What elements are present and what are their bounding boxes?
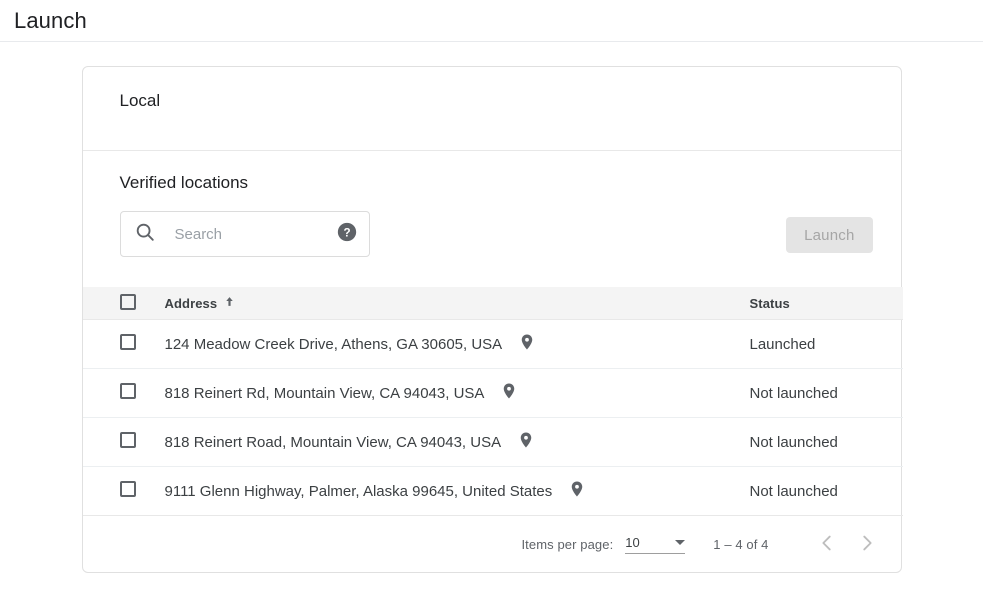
- card-header-title: Local: [119, 91, 161, 110]
- arrow-up-icon: [223, 295, 236, 311]
- row-checkbox[interactable]: [119, 432, 136, 448]
- status-header: Status: [749, 287, 903, 320]
- next-page-button[interactable]: [847, 524, 887, 564]
- row-address-cell: 124 Meadow Creek Drive, Athens, GA 30605…: [164, 319, 750, 369]
- row-address-text: 818 Reinert Rd, Mountain View, CA 94043,…: [164, 384, 485, 402]
- chevron-left-icon: [816, 532, 838, 557]
- location-pin-icon[interactable]: [568, 480, 586, 502]
- row-select-cell: [82, 368, 165, 418]
- items-per-page-value: 10: [625, 534, 640, 550]
- locations-table-wrap: Address Status: [82, 287, 903, 516]
- controls-row: ? Launch: [119, 211, 873, 257]
- chevron-down-icon: [675, 539, 686, 545]
- select-all-checkbox[interactable]: [119, 293, 136, 310]
- table-row[interactable]: 818 Reinert Road, Mountain View, CA 9404…: [82, 417, 903, 467]
- table-head: Address Status: [82, 287, 903, 320]
- previous-page-button[interactable]: [807, 524, 847, 564]
- row-select-cell: [82, 319, 165, 369]
- row-status-cell: Not launched: [749, 368, 903, 418]
- row-select-cell: [82, 466, 165, 516]
- table-body: 124 Meadow Creek Drive, Athens, GA 30605…: [82, 319, 903, 516]
- table-row[interactable]: 124 Meadow Creek Drive, Athens, GA 30605…: [82, 319, 903, 369]
- svg-text:?: ?: [343, 226, 350, 239]
- page-title: Launch: [14, 7, 87, 33]
- address-header-label: Address: [164, 295, 218, 311]
- select-all-header: [82, 287, 165, 320]
- chevron-right-icon: [856, 532, 878, 557]
- section-title: Verified locations: [119, 173, 249, 192]
- row-address-text: 818 Reinert Road, Mountain View, CA 9404…: [164, 433, 502, 451]
- row-address-text: 124 Meadow Creek Drive, Athens, GA 30605…: [164, 335, 503, 353]
- location-pin-icon[interactable]: [517, 431, 535, 453]
- help-icon[interactable]: ?: [337, 222, 357, 247]
- locations-table: Address Status: [82, 287, 903, 516]
- page-range-label: 1 – 4 of 4: [713, 536, 769, 552]
- launch-button[interactable]: Launch: [786, 217, 873, 253]
- row-select-cell: [82, 417, 165, 467]
- search-field[interactable]: ?: [119, 211, 370, 257]
- row-status-cell: Not launched: [749, 466, 903, 516]
- table-row[interactable]: 818 Reinert Rd, Mountain View, CA 94043,…: [82, 368, 903, 418]
- location-pin-icon[interactable]: [500, 382, 518, 404]
- table-header-row: Address Status: [82, 287, 903, 320]
- row-status-cell: Launched: [749, 319, 903, 369]
- local-card: Local Verified locations: [81, 66, 903, 573]
- card-header: Local: [82, 67, 901, 151]
- row-checkbox[interactable]: [119, 334, 136, 350]
- row-address-cell: 818 Reinert Road, Mountain View, CA 9404…: [164, 417, 750, 467]
- row-address-text: 9111 Glenn Highway, Palmer, Alaska 99645…: [164, 482, 553, 500]
- row-status-cell: Not launched: [749, 417, 903, 467]
- items-per-page-label: Items per page:: [521, 536, 614, 552]
- row-checkbox[interactable]: [119, 383, 136, 399]
- row-address-cell: 9111 Glenn Highway, Palmer, Alaska 99645…: [164, 466, 750, 516]
- table-row[interactable]: 9111 Glenn Highway, Palmer, Alaska 99645…: [82, 466, 903, 516]
- items-per-page-select[interactable]: 10: [625, 534, 686, 554]
- row-address-cell: 818 Reinert Rd, Mountain View, CA 94043,…: [164, 368, 750, 418]
- status-header-label: Status: [749, 295, 790, 311]
- search-icon: [134, 221, 156, 248]
- location-pin-icon[interactable]: [518, 333, 536, 355]
- page-body: Local Verified locations: [0, 42, 983, 573]
- verified-locations-section: Verified locations ?: [82, 151, 903, 572]
- app-bar: Launch: [0, 0, 983, 42]
- address-header[interactable]: Address: [164, 287, 750, 320]
- paginator: Items per page: 10 1 – 4 of 4: [83, 516, 901, 572]
- row-checkbox[interactable]: [119, 481, 136, 497]
- search-input[interactable]: [172, 224, 337, 244]
